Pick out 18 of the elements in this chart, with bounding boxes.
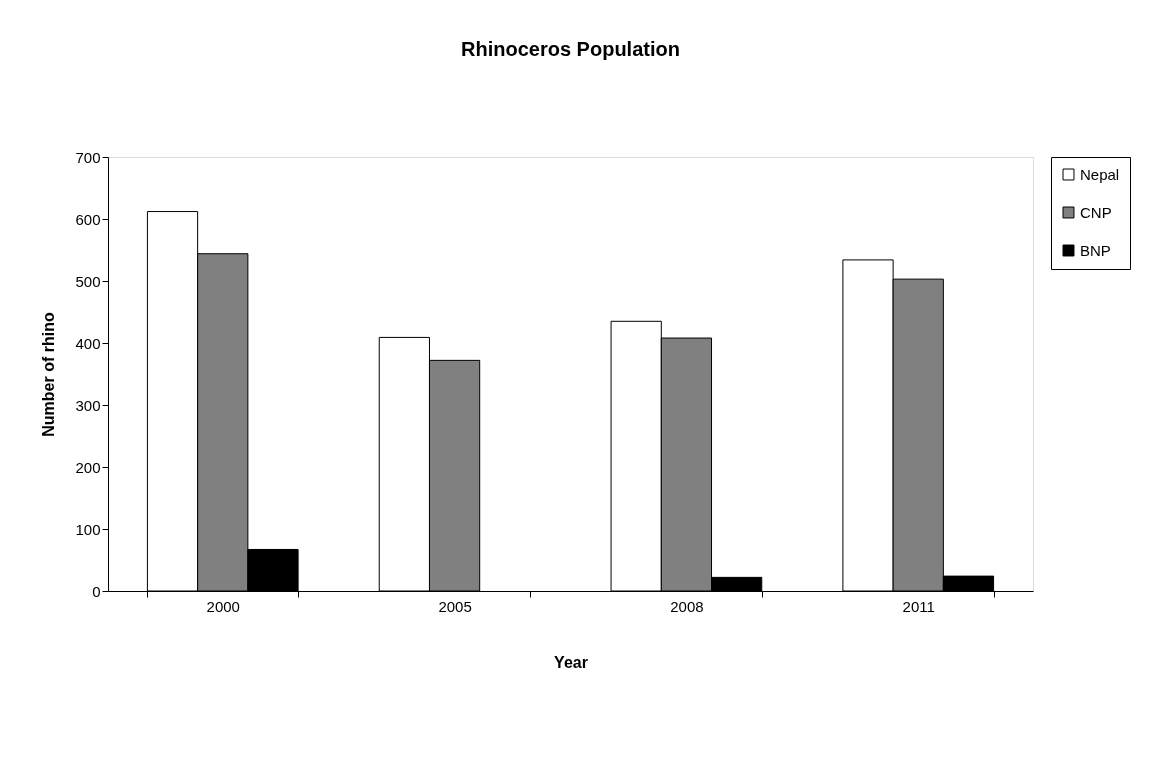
legend-label: Nepal — [1080, 165, 1120, 183]
y-tick-label: 200 — [75, 458, 101, 476]
legend-label: BNP — [1080, 241, 1111, 259]
x-tick-label: 2005 — [438, 597, 472, 615]
x-axis-title: Year — [554, 653, 588, 671]
chart-title: Rhinoceros Population — [461, 38, 680, 60]
y-tick-label: 400 — [75, 334, 101, 352]
y-tick-label: 100 — [75, 520, 101, 538]
x-tick-label: 2008 — [670, 597, 704, 615]
x-tick-label: 2011 — [902, 597, 935, 615]
x-tick-label: 2000 — [206, 597, 240, 615]
y-tick-label: 600 — [75, 210, 101, 228]
legend-label: CNP — [1080, 203, 1112, 221]
y-tick-label: 300 — [75, 396, 101, 414]
y-tick-label: 500 — [75, 272, 101, 290]
y-tick-label: 0 — [92, 582, 101, 600]
y-tick-label: 700 — [75, 148, 101, 166]
y-axis-title: Number of rhino — [40, 312, 58, 437]
